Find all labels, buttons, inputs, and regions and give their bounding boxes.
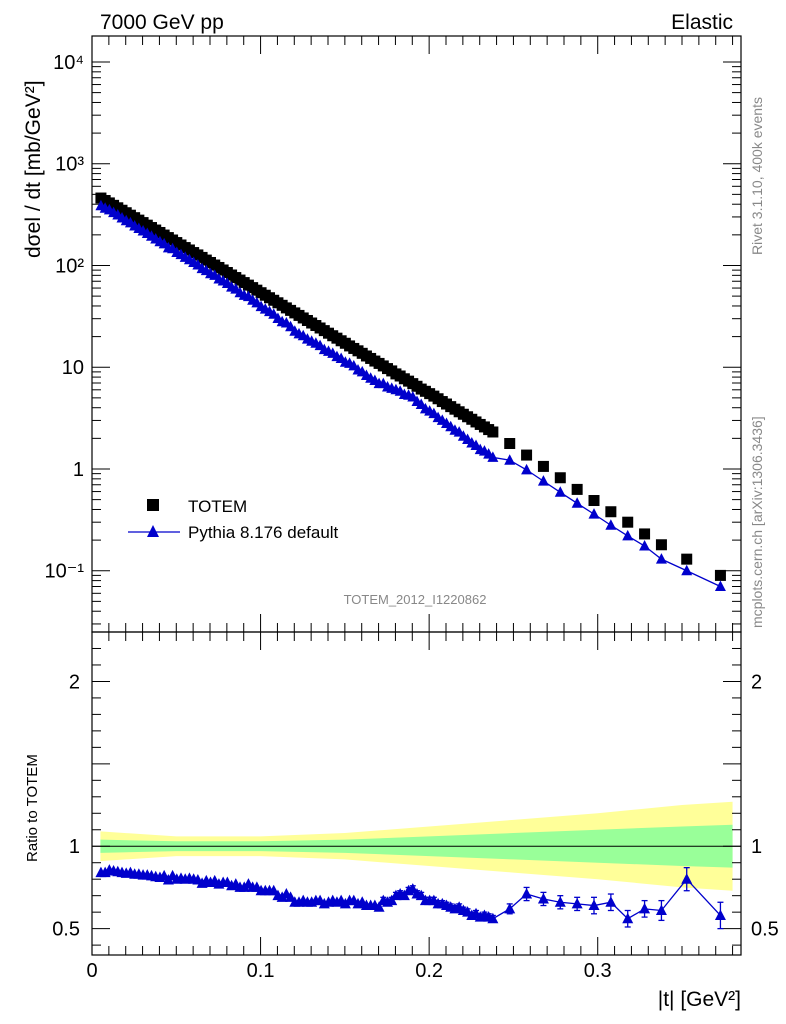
- legend-data-marker: [147, 499, 159, 511]
- header-left: 7000 GeV pp: [100, 11, 224, 34]
- ratio-mc-point: [521, 888, 533, 899]
- main-data-layer: [95, 192, 726, 592]
- ratio-y-tick-label: 1: [69, 836, 80, 858]
- mc-point: [554, 486, 566, 497]
- ratio-y-tick-label: 0.5: [52, 919, 80, 941]
- x-tick-label: 0.3: [584, 960, 612, 982]
- ratio-frame: [91, 631, 742, 956]
- data-point: [655, 539, 667, 551]
- data-point: [588, 495, 600, 507]
- legend: TOTEM Pythia 8.176 default: [128, 497, 339, 542]
- legend-mc-marker: [147, 525, 159, 537]
- y-tick-label: 10⁻¹: [45, 561, 85, 583]
- data-point: [622, 516, 634, 528]
- ratio-mc-point: [622, 912, 634, 924]
- ratio-mc-point: [554, 896, 566, 907]
- data-point: [639, 528, 651, 540]
- x-tick-label: 0: [86, 960, 97, 982]
- data-point: [571, 483, 583, 495]
- ratio-mc-point: [588, 899, 600, 911]
- mc-point: [655, 553, 667, 564]
- rivet-label: Rivet 3.1.10, 400k events: [749, 97, 765, 255]
- ratio-mc-point: [487, 912, 499, 924]
- ratio-panel: 0.5 0.5 1 1 2 2 0 0.1 0.2 0.3 Ratio to TOTEM |t| …: [24, 631, 779, 1011]
- mc-point: [571, 497, 583, 508]
- mcplots-label: mcplots.cern.ch [arXiv:1306.3436]: [749, 416, 765, 628]
- ratio-mc-point: [571, 897, 583, 909]
- data-point: [504, 438, 516, 450]
- header-right: Elastic: [671, 11, 733, 34]
- main-panel: 10⁻¹ 1 10 10² 10³ 10⁴ TOTEM_2012_I1220862 dσe…: [22, 35, 742, 633]
- main-y-axis-label-text: dσel / dt [mb/GeV²]: [22, 80, 45, 258]
- x-tick-label: 0.2: [415, 960, 443, 982]
- ratio-mc-point: [639, 902, 651, 914]
- mc-point: [537, 475, 549, 486]
- x-tick-label: 0.1: [247, 960, 275, 982]
- y-tick-label: 10³: [55, 154, 84, 176]
- ratio-mc-point: [537, 892, 549, 904]
- mc-point: [588, 508, 600, 519]
- ratio-ticks: 0.5 0.5 1 1 2 2 0 0.1 0.2 0.3: [52, 631, 779, 982]
- main-dataset-title: TOTEM_2012_I1220862: [344, 592, 487, 607]
- data-point: [521, 449, 533, 461]
- data-point: [554, 472, 566, 484]
- main-y-axis-label: dσel / dt [mb/GeV²]: [22, 80, 45, 258]
- mc-point: [622, 529, 634, 541]
- data-point: [681, 553, 693, 565]
- mc-point: [605, 519, 617, 530]
- ratio-y-tick-label: 2: [69, 671, 80, 693]
- x-axis-label: |t| [GeV²]: [658, 988, 741, 1011]
- y-tick-label: 10²: [55, 255, 84, 277]
- ratio-mc-point: [605, 896, 617, 907]
- mc-point: [681, 564, 693, 576]
- main-ticks: 10⁻¹ 1 10 10² 10³ 10⁴: [45, 36, 741, 632]
- mc-point: [521, 463, 533, 475]
- ratio-mc-point: [373, 901, 385, 912]
- ratio-y-axis-label: Ratio to TOTEM: [24, 754, 41, 862]
- legend-data-label: TOTEM: [188, 497, 247, 516]
- y-tick-label: 1: [73, 459, 84, 481]
- ratio-y-tick-label-right: 0.5: [751, 919, 779, 941]
- y-tick-label: 10⁴: [53, 52, 84, 74]
- mc-point: [714, 580, 726, 592]
- mc-point: [487, 451, 499, 462]
- data-point: [714, 569, 726, 581]
- legend-mc-label: Pythia 8.176 default: [188, 523, 339, 542]
- mc-point: [504, 454, 516, 465]
- mc-point: [639, 540, 651, 551]
- y-tick-label: 10: [62, 357, 84, 379]
- ratio-mc-point: [655, 904, 667, 916]
- ratio-data-layer: [95, 864, 726, 930]
- data-point: [487, 426, 499, 438]
- ratio-mc-point: [681, 873, 693, 884]
- ratio-mc-point: [504, 902, 516, 914]
- ratio-mc-point: [714, 909, 726, 920]
- ratio-y-tick-label-right: 1: [751, 836, 762, 858]
- data-point: [605, 506, 617, 518]
- data-point: [537, 460, 549, 472]
- ratio-y-tick-label-right: 2: [751, 671, 762, 693]
